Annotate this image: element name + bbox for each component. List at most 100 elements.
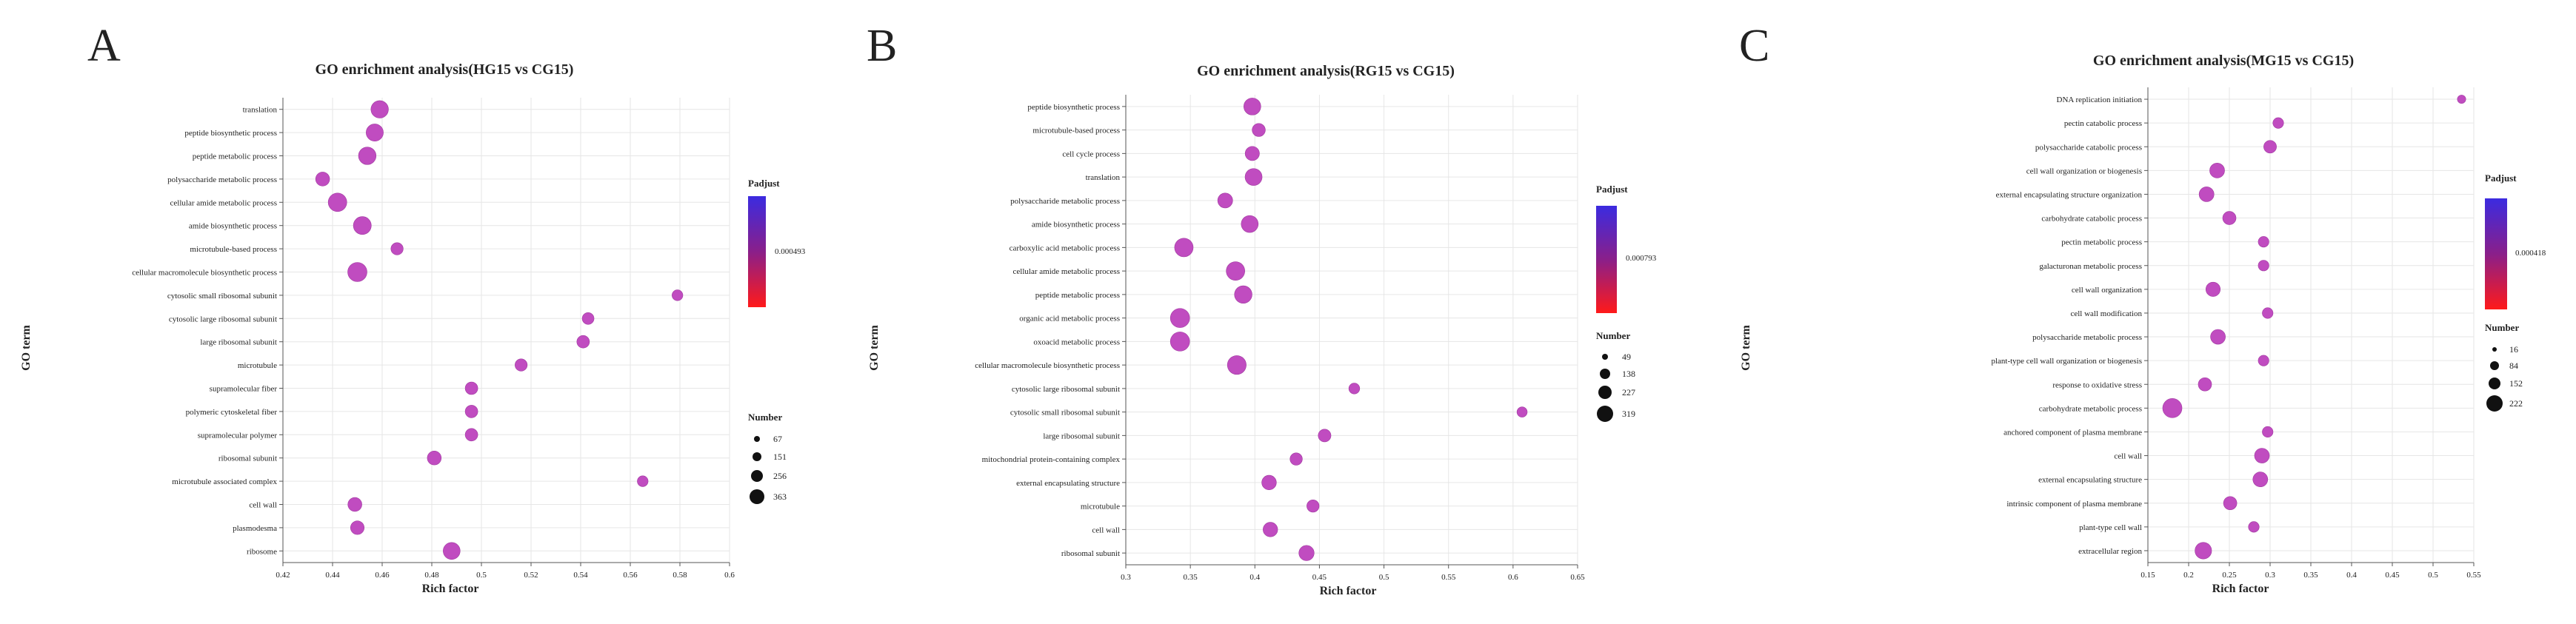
y-tick-label: ribosomal subunit (218, 454, 277, 463)
y-tick-label: plant-type cell wall organization or bio… (1991, 357, 2142, 366)
y-tick-label: microtubule (1081, 503, 1120, 511)
bubble-point (2258, 260, 2269, 272)
y-tick-label: microtubule associated complex (172, 477, 277, 486)
bubble-point (327, 192, 347, 212)
y-tick-label: polysaccharide metabolic process (167, 175, 277, 184)
x-tick-label: 0.3 (2265, 571, 2275, 580)
number-legend-label-c-1: 16 (2509, 344, 2518, 355)
y-tick-label: organic acid metabolic process (1019, 315, 1120, 323)
y-tick-label: cellular amide metabolic process (1013, 267, 1120, 276)
x-tick-label: 0.65 (1570, 573, 1585, 582)
y-tick-label: pectin catabolic process (2064, 119, 2142, 128)
y-tick-label: peptide metabolic process (193, 152, 277, 161)
bubble-point (672, 289, 684, 301)
y-tick-label: polymeric cytoskeletal fiber (186, 408, 278, 417)
x-tick-label: 0.3 (1121, 573, 1131, 582)
bubble-point (347, 497, 362, 512)
y-tick-label: mitochondrial protein-containing complex (982, 455, 1121, 464)
y-tick-label: plant-type cell wall (2079, 523, 2142, 532)
bubble-point (2198, 187, 2215, 202)
y-tick-label: amide biosynthetic process (189, 222, 277, 231)
bubble-point (1169, 332, 1190, 352)
y-tick-label: microtubule-based process (190, 245, 277, 254)
legend-b: Padjust 0.000793 Number 49 138 227 319 (1596, 184, 1657, 422)
bubble-point (581, 312, 595, 325)
bubble-point (1226, 261, 1245, 281)
y-tick-label: cell wall (2114, 452, 2142, 461)
bubble-point (2248, 521, 2260, 533)
x-tick-label: 0.5 (476, 571, 487, 580)
bubble-point (1244, 168, 1263, 186)
number-legend-label-a-2: 151 (773, 452, 787, 462)
bubble-point (390, 242, 404, 255)
bubble-point (1227, 355, 1247, 375)
y-tick-label: cell wall (1092, 526, 1120, 534)
x-tick-label: 0.55 (2466, 571, 2481, 580)
x-tick-label: 0.45 (1312, 573, 1327, 582)
y-tick-label: polysaccharide metabolic process (2032, 333, 2142, 342)
plot-area-b: 0.3 0.35 0.4 0.45 0.5 0.55 0.6 0.65 peptide bios… (975, 95, 1585, 582)
x-tick-label: 0.52 (524, 571, 538, 580)
y-tick-label: polysaccharide catabolic process (2035, 143, 2142, 152)
bubble-point (637, 475, 649, 487)
panel-letter-c: C (1739, 21, 1769, 71)
y-tick-label: peptide biosynthetic process (1027, 103, 1120, 112)
x-tick-label: 0.35 (1184, 573, 1198, 582)
x-tick-label: 0.15 (2140, 571, 2155, 580)
number-legend-label-b-3: 227 (1622, 387, 1635, 397)
y-tick-label: cell cycle process (1062, 150, 1120, 158)
bubble-point (2252, 472, 2269, 487)
bubble-point (2195, 542, 2212, 560)
number-legend-dot-a-1 (754, 436, 760, 442)
y-tick-label: external encapsulating structure organiz… (1996, 190, 2143, 199)
y-tick-label: cellular macromolecule biosynthetic proc… (132, 269, 277, 278)
x-tick-label: 0.6 (724, 571, 735, 580)
number-legend-label-b-2: 138 (1622, 369, 1635, 379)
legend-c: Padjust 0.000418 Number 16 84 152 222 (2485, 172, 2546, 412)
x-axis-label-a: Rich factor (422, 583, 479, 595)
x-tick-label: 0.55 (1441, 573, 1456, 582)
bubble-point (2263, 140, 2277, 154)
number-legend-label-a-4: 363 (773, 492, 787, 502)
padjust-colorbar-b (1596, 206, 1617, 313)
x-tick-label: 0.25 (2222, 571, 2237, 580)
bubble-point (315, 172, 330, 187)
x-tick-label: 0.54 (573, 571, 588, 580)
number-title-b: Number (1596, 330, 1630, 341)
bubble-point (1348, 383, 1361, 395)
y-tick-label: cytosolic small ribosomal subunit (167, 292, 277, 301)
y-tick-label: anchored component of plasma membrane (2003, 428, 2142, 437)
bubble-point (1263, 522, 1278, 537)
number-legend-dot-a-3 (751, 470, 763, 482)
number-legend-label-c-2: 84 (2509, 360, 2518, 371)
padjust-value-c: 0.000418 (2515, 249, 2546, 258)
bubble-point (1289, 452, 1303, 466)
bubble-point (2223, 496, 2238, 511)
plot-area-a: 0.42 0.44 0.46 0.48 0.5 0.52 0.54 0.56 0.58 0.6 tr… (132, 98, 735, 580)
y-tick-label: galacturonan metabolic process (2039, 262, 2142, 271)
y-tick-label: large ribosomal subunit (1043, 432, 1120, 440)
y-tick-label: ribosome (247, 547, 277, 556)
y-tick-label: response to oxidative stress (2052, 380, 2142, 389)
bubble-point (2254, 448, 2270, 463)
bubble-point (2258, 355, 2269, 366)
y-tick-label: translation (243, 106, 278, 115)
x-tick-label: 0.56 (623, 571, 638, 580)
bubble-point (515, 358, 528, 372)
y-tick-label: supramolecular fiber (210, 385, 278, 394)
bubble-point (2210, 329, 2226, 345)
bubble-point (1217, 192, 1233, 209)
bubble-point (1169, 308, 1190, 328)
bubble-point (427, 450, 442, 466)
y-tick-label: large ribosomal subunit (200, 338, 277, 347)
bubble-point (464, 405, 478, 418)
number-legend-dot-b-1 (1602, 354, 1608, 360)
bubble-point (2162, 398, 2183, 418)
y-tick-label: cytosolic large ribosomal subunit (169, 315, 277, 323)
y-tick-label: carbohydrate metabolic process (2039, 404, 2142, 413)
bubble-point (1307, 500, 1320, 513)
bubble-point (1234, 285, 1252, 304)
bubble-point (2258, 236, 2269, 248)
bubble-point (366, 124, 384, 142)
chart-title-a: GO enrichment analysis(HG15 vs CG15) (316, 61, 574, 78)
